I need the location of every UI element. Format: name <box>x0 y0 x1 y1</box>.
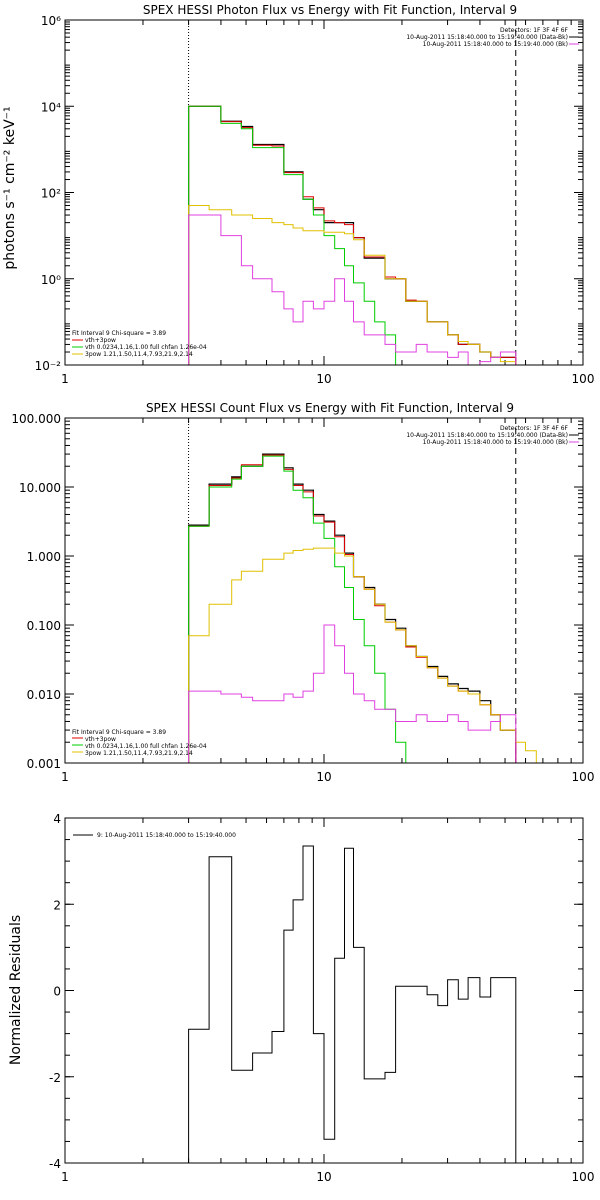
x-tick-label: 1 <box>61 1170 69 1184</box>
y-tick-label: 1.000 <box>27 550 61 564</box>
y-tick-label: 10⁰ <box>41 273 61 287</box>
y-tick-label: 100.000 <box>11 412 61 426</box>
photon-flux-panel: SPEX HESSI Photon Flux vs Energy with Fi… <box>2 3 594 386</box>
count-fit-entry: vth 0.0234,1.16,1.00 full chfan 1.26e-04 <box>85 743 207 750</box>
photon-chart-title: SPEX HESSI Photon Flux vs Energy with Fi… <box>143 3 517 17</box>
photon-legend-entry: 10-Aug-2011 15:18:40.000 to 15:19:40.000… <box>423 41 568 48</box>
count-reference-lines <box>188 418 517 763</box>
photon-fit-header: Fit Interval 9 Chi-square = 3.89 <box>72 330 166 337</box>
photon-series <box>188 105 517 366</box>
count-fit-entry: 3pow 1.21,1.50,11.4,7.93,21.9,2.14 <box>85 750 193 757</box>
series-bk <box>188 214 517 366</box>
y-tick-label: 10⁴ <box>41 100 61 114</box>
x-tick-label: 10 <box>316 770 331 784</box>
count-legend-right: Detectors: 1F 3F 4F 6F 10-Aug-2011 15:18… <box>406 425 579 446</box>
series-bk <box>188 624 517 763</box>
x-tick-label: 100 <box>572 372 595 386</box>
count-fit-header: Fit Interval 9 Chi-square = 3.89 <box>72 729 166 736</box>
count-legend-entry: 10-Aug-2011 15:18:40.000 to 15:19:40.000… <box>406 432 568 439</box>
photon-legend-entry: 10-Aug-2011 15:18:40.000 to 15:19:40.000… <box>406 34 568 41</box>
y-tick-label: 4 <box>53 812 61 826</box>
y-tick-label: 10.000 <box>19 481 61 495</box>
residuals-plot-frame <box>64 817 584 1164</box>
series-3pow <box>188 205 517 365</box>
y-tick-label: 0 <box>53 985 61 999</box>
count-legend-entry: 10-Aug-2011 15:18:40.000 to 15:19:40.000… <box>423 439 568 446</box>
residuals-panel: Normalized Residuals 1 10 100 -4 -2 0 2 4 9: 10… <box>8 812 594 1184</box>
count-fit-entry: vth+3pow <box>85 736 116 743</box>
series-9 <box>188 845 517 1163</box>
x-tick-label: 100 <box>572 770 595 784</box>
residuals-y-axis-label: Normalized Residuals <box>8 915 24 1065</box>
y-tick-label: 10⁶ <box>41 14 61 28</box>
y-tick-label: 10⁻² <box>35 359 62 373</box>
y-tick-label: 0.100 <box>27 619 61 633</box>
photon-fit-entry: 3pow 1.21,1.50,11.4,7.93,21.9,2.14 <box>85 351 193 358</box>
y-tick-label: 0.010 <box>27 688 61 702</box>
photon-legend-right: Detectors: 1F 3F 4F 6F 10-Aug-2011 15:18… <box>406 27 579 48</box>
x-tick-label: 10 <box>316 372 331 386</box>
count-chart-title: SPEX HESSI Count Flux vs Energy with Fit… <box>146 401 514 415</box>
residuals-ticks: 1 10 100 -4 -2 0 2 4 <box>49 812 594 1184</box>
photon-legend-left: Fit Interval 9 Chi-square = 3.89 vth+3po… <box>72 330 207 358</box>
y-tick-label: 0.001 <box>27 757 61 771</box>
y-tick-label: 2 <box>53 898 61 912</box>
residuals-legend-entry: 9: 10-Aug-2011 15:18:40.000 to 15:19:40.… <box>97 832 236 839</box>
count-series <box>188 453 546 764</box>
series-vth-3pow <box>188 454 517 763</box>
y-tick-label: 10² <box>41 187 61 201</box>
photon-y-axis-label: photons s⁻¹ cm⁻² keV⁻¹ <box>2 106 18 269</box>
series-vth <box>188 455 417 764</box>
x-tick-label: 100 <box>572 1170 595 1184</box>
x-tick-label: 1 <box>61 770 69 784</box>
count-plot-frame <box>64 417 584 764</box>
count-flux-panel: SPEX HESSI Count Flux vs Energy with Fit… <box>11 401 594 784</box>
residuals-series <box>188 845 517 1163</box>
series-data-bk <box>188 453 517 763</box>
photon-legend-header: Detectors: 1F 3F 4F 6F <box>500 27 569 34</box>
residuals-legend: 9: 10-Aug-2011 15:18:40.000 to 15:19:40.… <box>73 832 236 839</box>
y-tick-label: -2 <box>49 1071 61 1085</box>
photon-fit-entry: vth+3pow <box>85 337 116 344</box>
series-3pow <box>188 547 546 764</box>
y-tick-label: -4 <box>49 1157 61 1171</box>
count-legend-header: Detectors: 1F 3F 4F 6F <box>500 425 569 432</box>
count-legend-left: Fit Interval 9 Chi-square = 3.89 vth+3po… <box>72 729 207 757</box>
photon-fit-entry: vth 0.0234,1.16,1.00 full chfan 1.26e-04 <box>85 344 207 351</box>
photon-plot-frame <box>64 19 584 366</box>
x-tick-label: 10 <box>316 1170 331 1184</box>
x-tick-label: 1 <box>61 372 69 386</box>
photon-reference-lines <box>188 20 517 365</box>
